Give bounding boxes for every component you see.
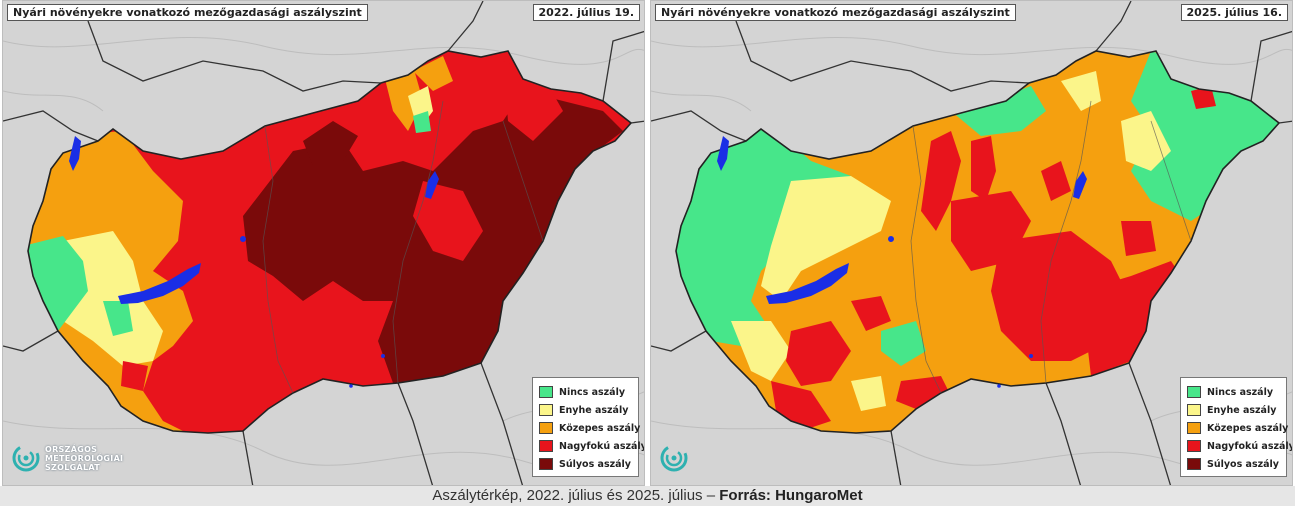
legend-swatch [1187,458,1201,470]
legend-swatch [1187,440,1201,452]
map-title: Nyári növényekre vonatkozó mezőgazdasági… [655,4,1016,21]
map-title: Nyári növényekre vonatkozó mezőgazdasági… [7,4,368,21]
legend: Nincs aszály Enyhe aszály Közepes aszály… [1180,377,1292,477]
legend-swatch [539,458,553,470]
legend-item-sulyos: Súlyos aszály [1187,455,1280,473]
logo-text: ORSZÁGOS METEOROLÓGIAI SZOLGÁLAT [45,444,124,472]
legend-label: Közepes aszály [559,422,641,434]
legend-item-nagyfoku: Nagyfokú aszály [1187,437,1292,455]
drought-map-2022 [3,1,644,485]
legend-label: Közepes aszály [1207,422,1289,434]
legend-item-nincs: Nincs aszály [1187,383,1280,401]
legend-item-kozepes: Közepes aszály [1187,419,1288,437]
map-date: 2025. július 16. [1180,4,1288,21]
drought-map-2025 [651,1,1292,485]
omsz-logo [659,443,689,473]
legend-label: Nincs aszály [559,386,626,398]
legend-swatch [539,386,553,398]
swirl-logo-icon [12,444,40,472]
legend-label: Nagyfokú aszály [559,440,645,452]
map-date: 2022. július 19. [532,4,640,21]
legend-label: Súlyos aszály [1207,458,1279,470]
legend-item-nincs: Nincs aszály [539,383,632,401]
legend-swatch [539,404,553,416]
caption-text: Aszálytérkép, 2022. július és 2025. júli… [432,487,720,504]
legend-label: Súlyos aszály [559,458,631,470]
legend-item-kozepes: Közepes aszály [539,419,640,437]
legend-item-nagyfoku: Nagyfokú aszály [539,437,644,455]
legend-item-enyhe: Enyhe aszály [1187,401,1280,419]
legend-label: Nagyfokú aszály [1207,440,1293,452]
legend-item-sulyos: Súlyos aszály [539,455,632,473]
legend-item-enyhe: Enyhe aszály [539,401,632,419]
image-caption: Aszálytérkép, 2022. július és 2025. júli… [0,486,1295,506]
legend-swatch [539,422,553,434]
legend-swatch [1187,386,1201,398]
legend-swatch [1187,404,1201,416]
map-panel-2025: Nyári növényekre vonatkozó mezőgazdasági… [650,0,1293,486]
legend-label: Enyhe aszály [559,404,629,416]
legend-swatch [539,440,553,452]
legend-label: Enyhe aszály [1207,404,1277,416]
omsz-logo: ORSZÁGOS METEOROLÓGIAI SZOLGÁLAT [11,443,123,473]
swirl-logo-icon [660,444,688,472]
caption-source: Forrás: HungaroMet [719,487,863,504]
legend-label: Nincs aszály [1207,386,1274,398]
legend: Nincs aszály Enyhe aszály Közepes aszály… [532,377,644,477]
legend-swatch [1187,422,1201,434]
map-panel-2022: Nyári növényekre vonatkozó mezőgazdasági… [2,0,645,486]
